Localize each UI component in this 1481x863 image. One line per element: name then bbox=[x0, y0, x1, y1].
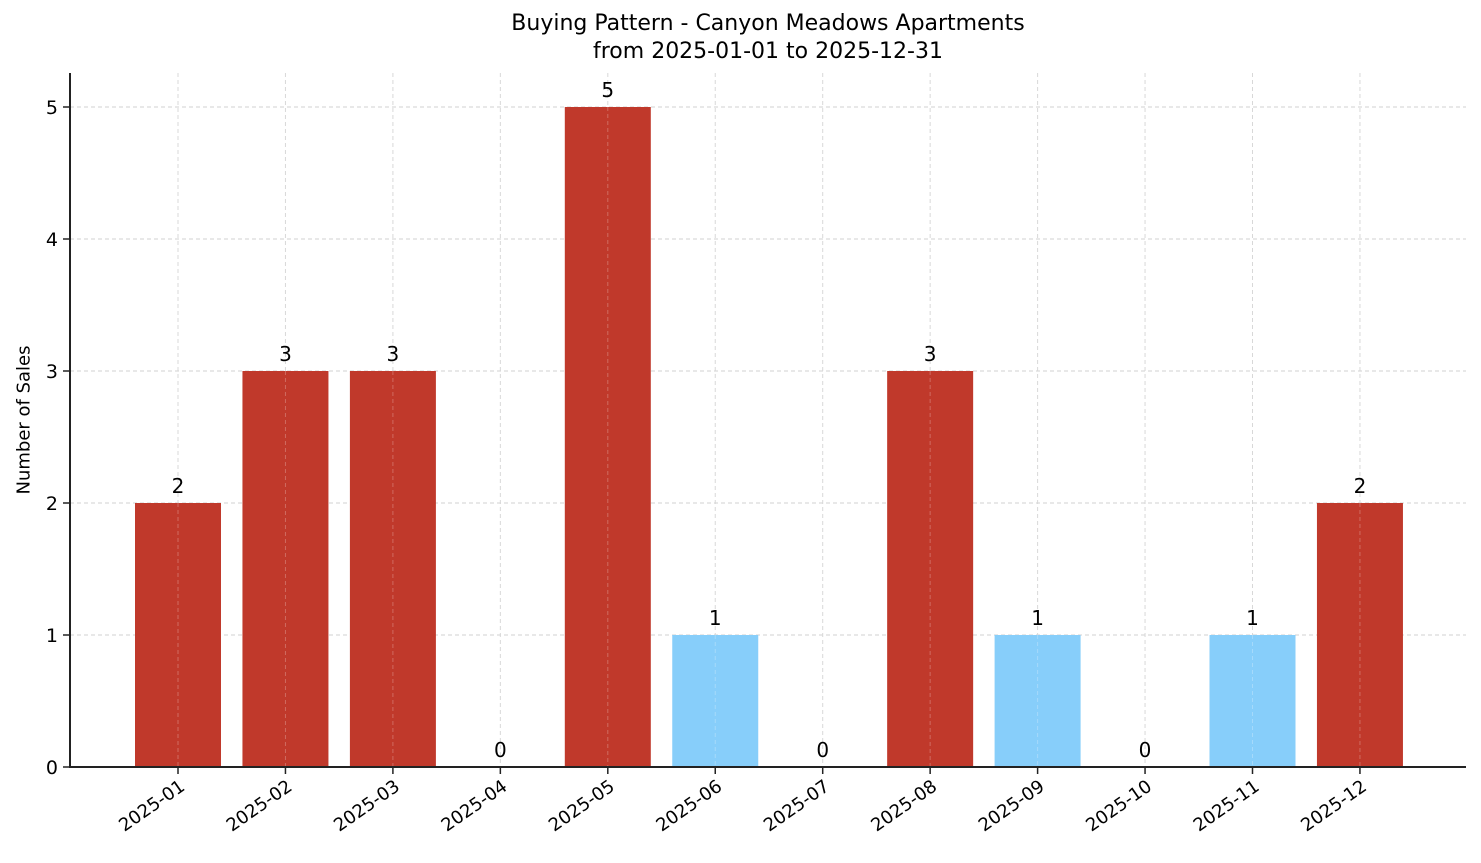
x-tick-label: 2025-12 bbox=[1297, 776, 1371, 836]
bar bbox=[564, 107, 651, 767]
x-tick-label: 2025-07 bbox=[760, 776, 834, 836]
x-tick-label: 2025-03 bbox=[330, 776, 404, 836]
data-label: 3 bbox=[924, 342, 937, 366]
bar bbox=[349, 371, 436, 767]
bar bbox=[242, 371, 329, 767]
chart-title: Buying Pattern - Canyon Meadows Apartmen… bbox=[70, 10, 1466, 66]
x-tick-label: 2025-04 bbox=[438, 776, 512, 836]
data-label: 3 bbox=[387, 342, 400, 366]
y-tick-label: 1 bbox=[46, 625, 58, 647]
x-tick-label: 2025-10 bbox=[1082, 776, 1156, 836]
x-tick-label: 2025-08 bbox=[867, 776, 941, 836]
y-tick-label: 5 bbox=[46, 97, 58, 119]
x-tick-label: 2025-11 bbox=[1190, 776, 1264, 836]
subtitle-line: from 2025-01-01 to 2025-12-31 bbox=[593, 39, 943, 64]
bar bbox=[672, 635, 759, 767]
y-tick-label: 0 bbox=[46, 757, 58, 779]
x-tick-label: 2025-09 bbox=[975, 776, 1049, 836]
data-label: 0 bbox=[816, 738, 829, 762]
x-tick-label: 2025-02 bbox=[223, 776, 297, 836]
data-label: 0 bbox=[1139, 738, 1152, 762]
y-tick-label: 3 bbox=[46, 361, 58, 383]
data-label: 1 bbox=[709, 606, 722, 630]
data-label: 1 bbox=[1246, 606, 1259, 630]
data-label: 5 bbox=[601, 78, 614, 102]
data-label: 0 bbox=[494, 738, 507, 762]
x-tick-label: 2025-05 bbox=[545, 776, 619, 836]
data-label: 1 bbox=[1031, 606, 1044, 630]
title-line: Buying Pattern - Canyon Meadows Apartmen… bbox=[511, 11, 1025, 36]
bar bbox=[887, 371, 974, 767]
data-label: 2 bbox=[172, 474, 185, 498]
bar bbox=[135, 503, 221, 767]
bar bbox=[1316, 503, 1403, 767]
data-label: 2 bbox=[1354, 474, 1367, 498]
bar bbox=[1209, 635, 1296, 767]
x-tick-label: 2025-01 bbox=[115, 776, 189, 836]
y-tick-label: 2 bbox=[46, 493, 58, 515]
bar bbox=[994, 635, 1081, 767]
data-label: 3 bbox=[279, 342, 292, 366]
x-tick-label: 2025-06 bbox=[652, 776, 726, 836]
y-tick-label: 4 bbox=[46, 229, 58, 251]
